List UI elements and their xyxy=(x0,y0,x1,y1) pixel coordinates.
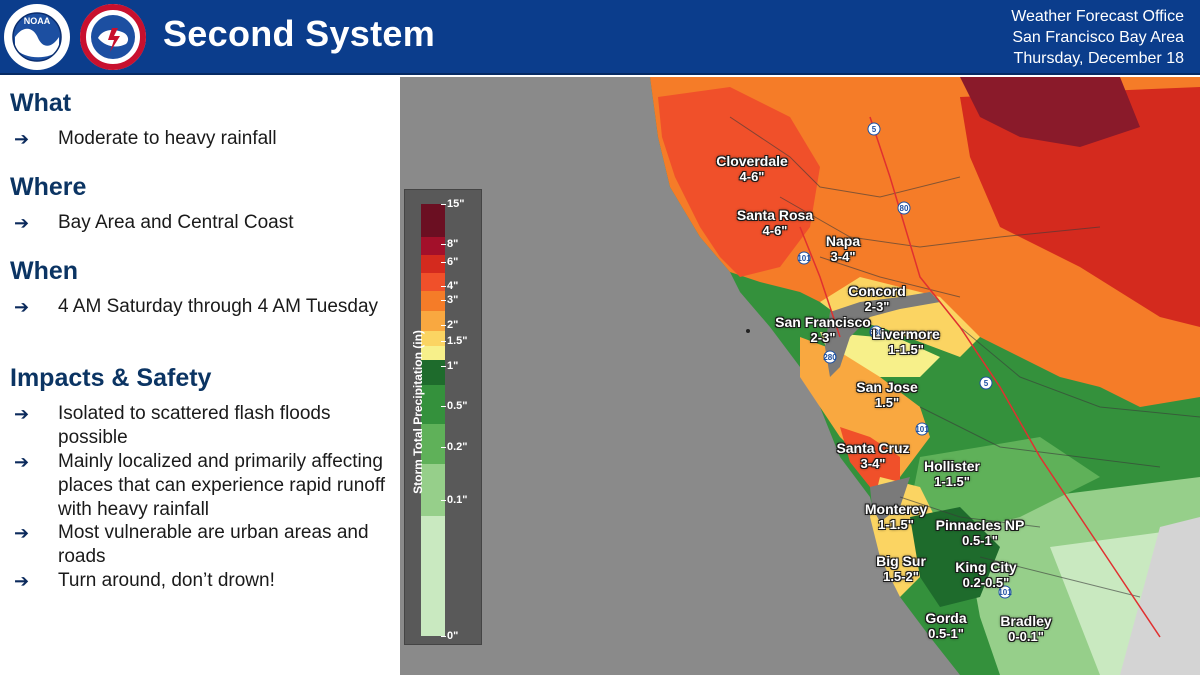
legend-tick: 1" xyxy=(440,360,459,372)
section-heading-what: What xyxy=(10,89,72,117)
noaa-logo: NOAA xyxy=(4,4,70,70)
farallon-island xyxy=(746,329,750,333)
bay-water xyxy=(825,292,940,377)
svg-text:280: 280 xyxy=(823,353,837,362)
legend-tick: 4" xyxy=(440,280,459,292)
arrow-icon: ➔ xyxy=(14,129,30,149)
place-santa-rosa: Santa Rosa 4-6" xyxy=(736,207,814,239)
land-red-east xyxy=(960,87,1200,327)
svg-text:101: 101 xyxy=(797,254,811,263)
land-yellow xyxy=(820,277,980,357)
svg-text:80: 80 xyxy=(900,204,909,213)
svg-text:NOAA: NOAA xyxy=(24,16,51,26)
header-bar: NOAA Second System Weather Forecast Offi… xyxy=(0,0,1200,75)
section-heading-impacts: Impacts & Safety xyxy=(10,364,212,392)
svg-text:5: 5 xyxy=(984,379,989,388)
land-santa-cruz xyxy=(840,427,900,487)
office-name: Weather Forecast Office xyxy=(1011,8,1184,25)
place-pinnacles-np: Pinnacles NP 0.5-1" xyxy=(935,517,1025,549)
arrow-icon: ➔ xyxy=(14,213,30,233)
issue-date: Thursday, December 18 xyxy=(1013,50,1184,67)
place-king-city: King City 0.2-0.5" xyxy=(955,559,1017,591)
place-santa-cruz: Santa Cruz 3-4" xyxy=(836,440,910,472)
legend-tick: 3" xyxy=(440,294,459,306)
place-cloverdale: Cloverdale 4-6" xyxy=(716,153,788,185)
place-hollister: Hollister 1-1.5" xyxy=(923,458,981,490)
info-panel: What ➔ Moderate to heavy rainfall Where … xyxy=(0,77,400,675)
arrow-icon: ➔ xyxy=(14,404,30,424)
legend-tick: 0.5" xyxy=(441,400,468,412)
nws-logo xyxy=(80,4,146,70)
place-big-sur: Big Sur 1.5-2" xyxy=(876,553,926,585)
arrow-icon: ➔ xyxy=(14,297,30,317)
land-dark-red xyxy=(960,77,1140,147)
legend-tick: 8" xyxy=(440,238,459,250)
legend-tick: 0.1" xyxy=(441,494,468,506)
legend-ticks: 15" 8" 6" 4" 3" 2" 1.5" 1" 0.5" 0.2" 0.1… xyxy=(421,198,481,642)
land-dark-green-coast xyxy=(910,507,1000,607)
office-area: San Francisco Bay Area xyxy=(1012,29,1184,46)
land-orange-east xyxy=(1000,227,1200,407)
highway-shields: 5 80 101 680 280 101 5 101 xyxy=(797,122,1012,599)
arrow-icon: ➔ xyxy=(14,571,30,591)
legend-color-bar xyxy=(421,204,445,636)
svg-text:101: 101 xyxy=(915,425,929,434)
monterey-bay xyxy=(870,477,910,522)
section-heading-when: When xyxy=(10,257,79,285)
land-gray-sierra xyxy=(1120,517,1200,675)
legend-tick: 1.5" xyxy=(441,335,468,347)
place-san-jose: San Jose 1.5" xyxy=(856,379,918,411)
place-bradley: Bradley 0-0.1" xyxy=(1000,613,1052,645)
place-gorda: Gorda 0.5-1" xyxy=(925,610,967,642)
place-san-francisco: San Francisco 2-3" xyxy=(775,314,871,346)
precipitation-legend: Storm Total Precipitation (in) 15" 8" 6"… xyxy=(404,189,482,645)
place-napa: Napa 3-4" xyxy=(825,233,861,265)
svg-text:5: 5 xyxy=(872,125,877,134)
land-red xyxy=(658,87,820,277)
precipitation-map: 5 80 101 680 280 101 5 101 S xyxy=(400,77,1200,675)
legend-tick: 0" xyxy=(440,630,459,642)
svg-text:680: 680 xyxy=(869,328,883,337)
arrow-icon: ➔ xyxy=(14,523,30,543)
legend-tick: 2" xyxy=(440,319,459,331)
office-info: Weather Forecast Office San Francisco Ba… xyxy=(1011,6,1184,69)
place-concord: Concord 2-3" xyxy=(848,283,906,315)
section-heading-where: Where xyxy=(10,173,87,201)
legend-tick: 0.2" xyxy=(441,441,468,453)
place-monterey: Monterey 1-1.5" xyxy=(864,501,928,533)
svg-text:101: 101 xyxy=(998,588,1012,597)
legend-tick: 15" xyxy=(440,198,465,210)
arrow-icon: ➔ xyxy=(14,452,30,472)
page-title: Second System xyxy=(163,13,436,54)
place-livermore: Livermore 1-1.5" xyxy=(872,326,940,358)
legend-tick: 6" xyxy=(440,256,459,268)
county-lines xyxy=(729,116,1200,598)
map-graphic: 5 80 101 680 280 101 5 101 xyxy=(650,77,1200,675)
